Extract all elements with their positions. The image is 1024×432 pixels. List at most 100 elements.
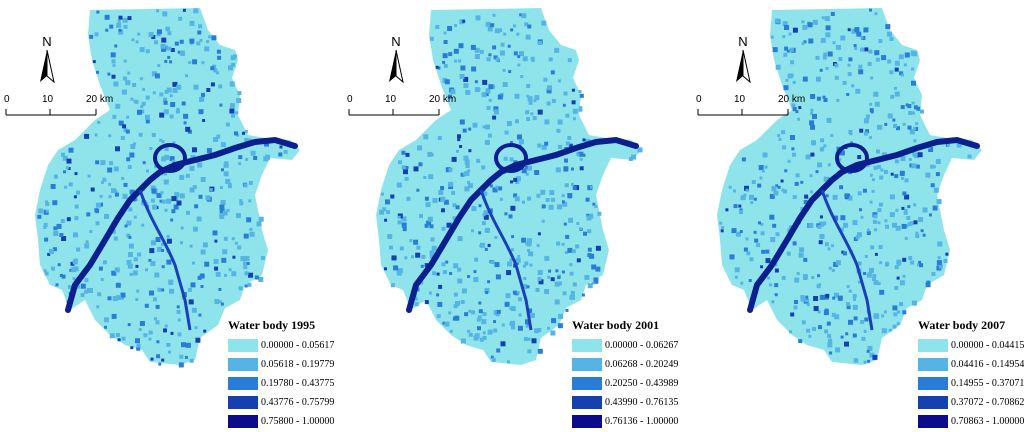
water-pixel xyxy=(156,354,161,359)
water-pixel xyxy=(916,106,921,111)
legend-item: 0.05618 - 0.19779 xyxy=(228,356,340,373)
water-pixel xyxy=(502,68,506,72)
water-pixel xyxy=(150,261,156,267)
water-pixel xyxy=(386,210,391,215)
water-pixel xyxy=(451,190,456,195)
water-pixel xyxy=(184,355,188,359)
water-pixel xyxy=(936,199,942,205)
water-pixel xyxy=(195,337,201,343)
water-pixel xyxy=(526,117,531,122)
water-pixel xyxy=(848,319,853,325)
legend-label: 0.06268 - 0.20249 xyxy=(605,359,679,370)
water-pixel xyxy=(782,145,787,150)
water-pixel xyxy=(925,172,931,178)
water-pixel xyxy=(94,32,99,37)
water-pixel xyxy=(231,113,235,118)
water-pixel xyxy=(488,53,492,57)
water-pixel xyxy=(828,338,833,343)
water-pixel xyxy=(123,128,128,133)
water-pixel xyxy=(140,105,144,108)
water-pixel xyxy=(101,180,104,184)
water-pixel xyxy=(169,156,175,162)
water-pixel xyxy=(178,16,183,21)
water-pixel xyxy=(467,169,471,173)
water-pixel xyxy=(569,263,573,267)
water-pixel xyxy=(457,267,462,272)
legend-swatch xyxy=(228,396,258,409)
water-pixel xyxy=(223,162,229,168)
water-pixel xyxy=(902,310,907,315)
water-pixel xyxy=(808,38,814,44)
water-pixel xyxy=(765,249,770,254)
water-pixel xyxy=(852,304,858,310)
water-pixel xyxy=(231,62,236,67)
water-pixel xyxy=(853,316,858,321)
water-pixel xyxy=(812,326,816,331)
water-pixel xyxy=(157,29,162,35)
water-pixel xyxy=(185,342,191,348)
water-pixel xyxy=(794,300,798,304)
water-pixel xyxy=(213,137,219,142)
water-pixel xyxy=(170,331,174,335)
water-pixel xyxy=(121,176,125,180)
water-pixel xyxy=(198,313,202,317)
water-pixel xyxy=(429,224,434,229)
water-pixel xyxy=(585,197,590,202)
water-pixel xyxy=(244,130,248,134)
water-pixel xyxy=(933,187,939,193)
water-pixel xyxy=(86,212,91,217)
water-pixel xyxy=(591,281,595,285)
legend-swatch xyxy=(228,339,258,352)
water-pixel xyxy=(121,89,127,95)
north-label: N xyxy=(738,34,748,49)
water-pixel xyxy=(188,61,192,65)
water-pixel xyxy=(904,209,908,213)
water-pixel xyxy=(517,325,523,331)
water-pixel xyxy=(84,133,90,139)
water-pixel xyxy=(521,168,527,174)
water-pixel xyxy=(781,275,786,280)
water-pixel xyxy=(127,165,132,169)
water-pixel xyxy=(810,124,815,130)
water-pixel xyxy=(769,283,772,287)
water-pixel xyxy=(161,199,166,204)
water-pixel xyxy=(164,324,168,328)
water-pixel xyxy=(137,32,141,36)
water-pixel xyxy=(902,191,907,196)
water-pixel xyxy=(164,89,169,94)
water-pixel xyxy=(586,213,590,217)
water-pixel xyxy=(745,188,749,192)
water-pixel xyxy=(278,152,283,157)
water-pixel xyxy=(424,300,429,305)
water-pixel xyxy=(151,133,156,137)
water-pixel xyxy=(536,243,540,247)
water-pixel xyxy=(537,328,542,332)
water-pixel xyxy=(234,131,238,136)
water-pixel xyxy=(409,239,413,243)
water-pixel xyxy=(221,257,227,263)
water-pixel xyxy=(885,24,891,30)
water-pixel xyxy=(920,109,924,114)
water-pixel xyxy=(404,176,409,181)
water-pixel xyxy=(637,147,643,153)
water-pixel xyxy=(447,94,452,99)
water-pixel xyxy=(866,272,872,278)
water-pixel xyxy=(153,297,157,302)
water-pixel xyxy=(176,200,182,206)
water-pixel xyxy=(155,320,160,325)
legend-swatch xyxy=(228,377,258,390)
water-pixel xyxy=(117,338,121,342)
water-pixel xyxy=(428,291,432,295)
water-pixel xyxy=(874,50,880,56)
water-pixel xyxy=(175,109,180,114)
water-pixel xyxy=(511,325,515,330)
water-pixel xyxy=(482,125,486,129)
water-pixel xyxy=(534,170,540,175)
water-pixel xyxy=(142,87,146,91)
water-pixel xyxy=(120,295,124,300)
water-pixel xyxy=(199,99,203,103)
water-pixel xyxy=(864,131,868,136)
water-pixel xyxy=(945,252,949,256)
water-pixel xyxy=(877,208,882,213)
legend-label: 0.04416 - 0.14954 xyxy=(951,359,1024,370)
